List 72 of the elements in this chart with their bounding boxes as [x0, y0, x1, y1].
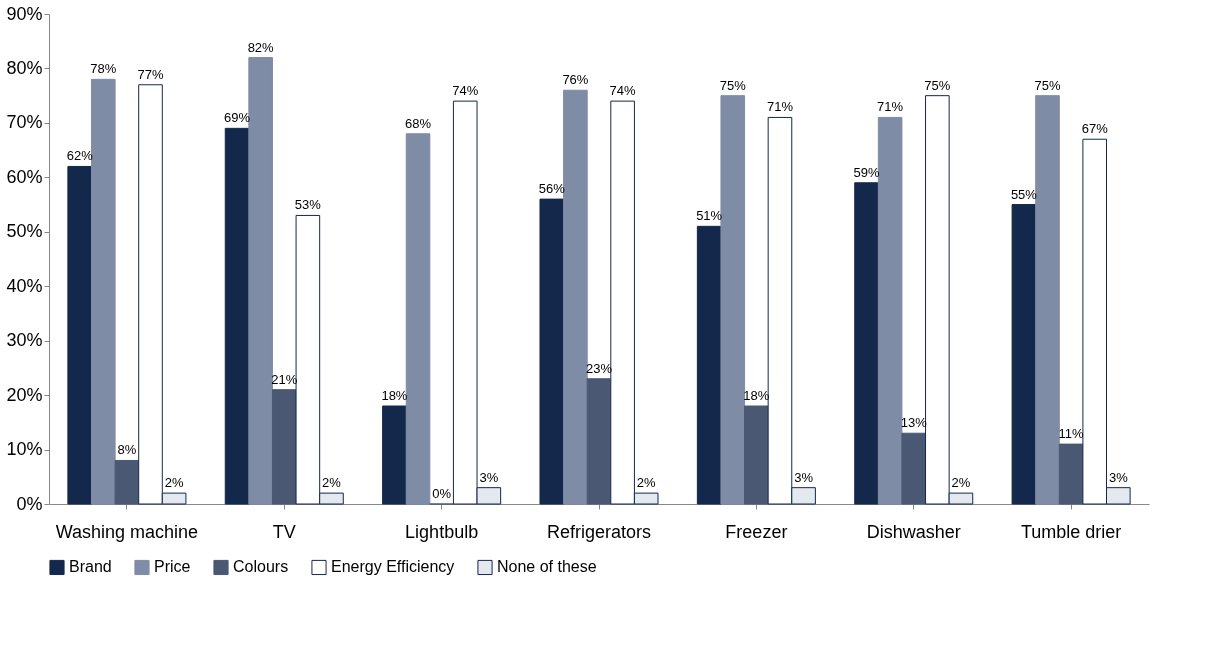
bar — [877, 116, 903, 505]
bar — [563, 89, 588, 505]
y-tick-label: 60% — [6, 166, 43, 187]
bar — [1035, 95, 1060, 505]
data-label: 71% — [877, 99, 904, 115]
x-tick-label: Refrigerators — [546, 521, 652, 542]
data-label: 51% — [696, 208, 723, 224]
y-tick-label: 70% — [6, 112, 43, 133]
y-tick-label: 50% — [6, 221, 43, 242]
y-tick-label: 80% — [6, 57, 43, 78]
bar — [271, 389, 297, 505]
bar — [744, 405, 769, 505]
bar — [854, 182, 879, 505]
data-label: 53% — [294, 197, 322, 213]
data-label: 2% — [951, 475, 971, 491]
y-tick-label: 20% — [6, 384, 43, 405]
bar — [901, 432, 927, 505]
data-label: 74% — [609, 83, 637, 99]
legend-label: Brand — [69, 558, 112, 576]
x-tick-label: Dishwasher — [866, 521, 961, 542]
bar — [248, 57, 273, 505]
x-tick-label: Tumble drier — [1020, 521, 1122, 542]
bar — [696, 225, 722, 505]
y-tick-label: 30% — [6, 330, 43, 351]
data-label: 75% — [719, 77, 747, 93]
data-label: 67% — [1081, 121, 1109, 137]
data-label: 21% — [271, 371, 298, 387]
data-label: 3% — [479, 469, 499, 485]
legend-label: Price — [154, 558, 191, 576]
data-label: 68% — [405, 115, 432, 131]
data-label: 69% — [224, 110, 251, 126]
bar — [405, 133, 431, 505]
data-label: 56% — [538, 181, 566, 197]
data-label: 82% — [247, 39, 275, 55]
bar — [539, 198, 565, 505]
data-label: 71% — [766, 99, 794, 115]
data-label: 59% — [853, 164, 880, 180]
data-label: 2% — [322, 475, 342, 491]
data-label: 78% — [90, 61, 117, 77]
data-label: 76% — [562, 72, 589, 88]
y-tick-label: 0% — [16, 493, 43, 514]
data-label: 3% — [1108, 469, 1129, 485]
data-label: 2% — [636, 475, 657, 491]
bar — [382, 405, 407, 505]
x-tick-label: TV — [272, 521, 296, 542]
bar — [1058, 443, 1084, 505]
bar — [224, 127, 250, 505]
data-label: 2% — [164, 475, 184, 491]
data-label: 0% — [432, 486, 452, 501]
bar — [114, 459, 140, 505]
y-tick-label: 10% — [6, 439, 43, 460]
bar — [67, 165, 92, 505]
bar — [1011, 204, 1037, 505]
bar — [720, 95, 746, 505]
x-tick-label: Washing machine — [55, 521, 199, 542]
legend-label: None of these — [497, 558, 597, 576]
data-label: 74% — [452, 83, 479, 99]
y-tick-label: 90% — [6, 3, 43, 24]
data-label: 77% — [137, 66, 164, 82]
data-label: 75% — [1034, 77, 1061, 93]
data-label: 55% — [1010, 186, 1038, 202]
x-tick-label: Freezer — [725, 521, 788, 542]
data-label: 75% — [924, 77, 951, 93]
x-tick-label: Lightbulb — [405, 521, 479, 542]
legend-label: Colours — [233, 558, 289, 576]
legend-label: Energy Efficiency — [331, 558, 455, 576]
bar — [586, 378, 612, 505]
data-label: 3% — [794, 469, 814, 485]
y-tick-label: 40% — [6, 275, 43, 296]
data-label: 62% — [66, 148, 94, 164]
data-label: 8% — [117, 442, 137, 458]
data-label: 18% — [381, 388, 408, 403]
